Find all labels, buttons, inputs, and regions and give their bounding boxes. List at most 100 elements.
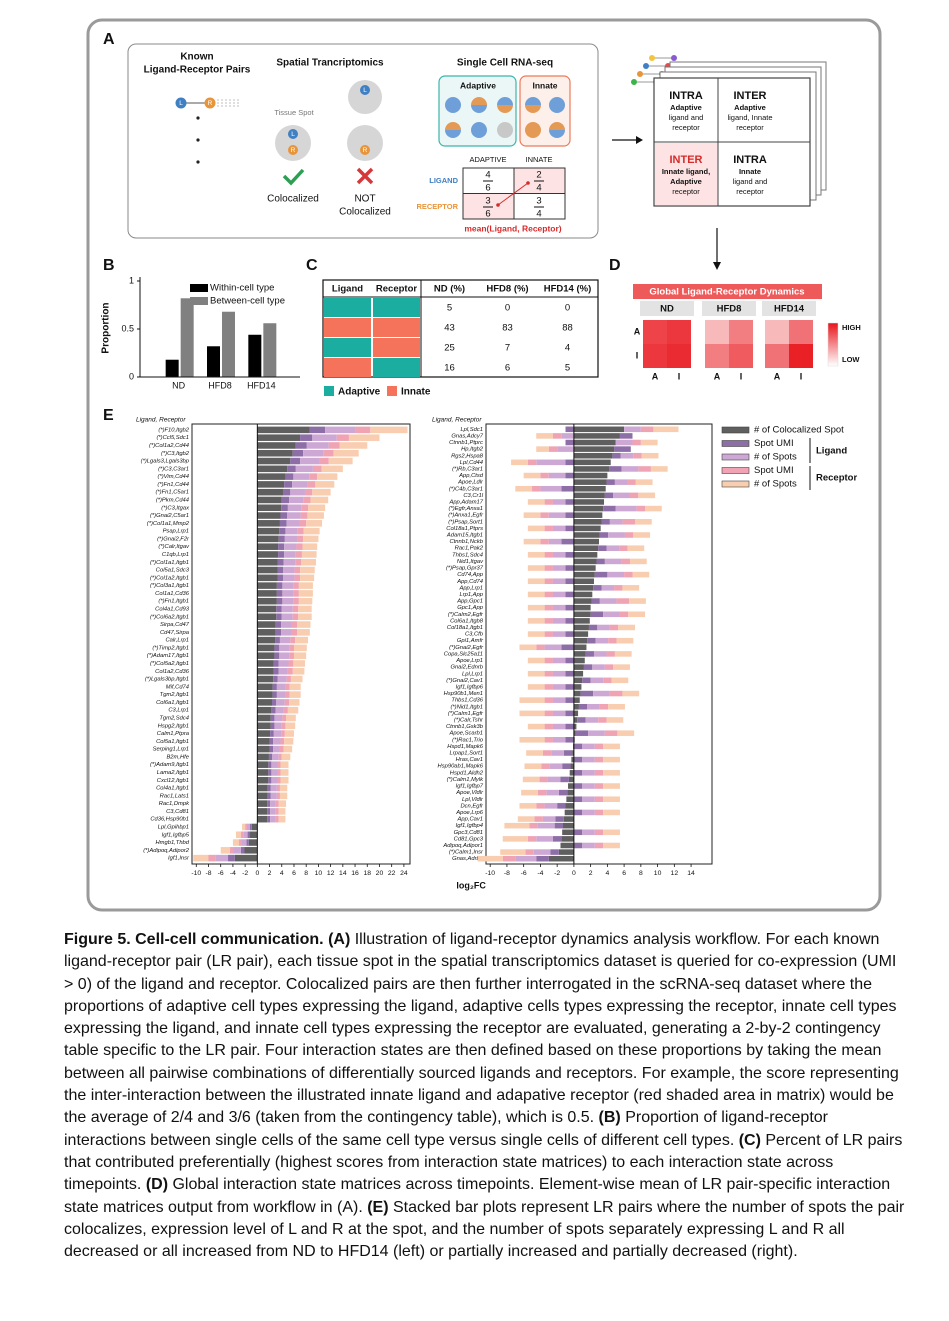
bar-segment: [257, 442, 296, 449]
bar-segment: [257, 761, 269, 768]
heatmap-col-label: I: [678, 371, 681, 381]
bar-segment: [294, 566, 301, 574]
bar-segment: [603, 743, 620, 750]
bar-segment: [257, 722, 271, 730]
bar-segment: [281, 722, 286, 730]
caption-text: Percent of LR pairs that contributed pre…: [64, 1131, 903, 1194]
heatmap-cell: [643, 344, 667, 368]
bar-segment: [268, 776, 272, 784]
bar-segment: [569, 770, 574, 776]
bar-segment: [276, 605, 282, 613]
bar-segment: [594, 842, 604, 849]
state-line: Adaptive: [670, 177, 702, 186]
heatmap-cell: [789, 344, 813, 368]
bar-segment: [573, 472, 608, 479]
bar-segment: [270, 815, 276, 823]
bar-segment: [544, 604, 553, 611]
bar-segment: [257, 535, 279, 543]
bar-segment: [603, 809, 620, 816]
bar-segment: [234, 854, 258, 862]
contingency-col-header: INNATE: [526, 155, 553, 164]
row-label: Mif,Cd74: [166, 684, 189, 690]
state-line: Innate: [739, 167, 761, 176]
row-label: Cxcl12,Itgb1: [157, 778, 189, 784]
bar-segment: [504, 822, 530, 829]
bar-segment: [307, 512, 324, 519]
bar-segment: [315, 481, 335, 488]
receptor-cell: [373, 358, 420, 377]
bar-segment: [289, 652, 294, 659]
bar-segment: [573, 651, 586, 657]
bar-segment: [280, 776, 289, 784]
bar-segment: [595, 637, 609, 644]
bar-segment: [542, 750, 552, 756]
bar-segment: [636, 505, 646, 512]
row-label: (*)Gnai2,Egfr: [449, 645, 484, 651]
bar-segment: [245, 823, 247, 831]
bar-segment: [632, 439, 641, 446]
bar-segment: [282, 590, 294, 597]
tissue-spot: [348, 80, 382, 114]
bar-segment: [565, 657, 574, 664]
bar-segment: [517, 816, 535, 822]
x-tick-label: 10: [654, 870, 662, 877]
bar-segment: [287, 667, 293, 675]
bar-segment: [622, 519, 635, 525]
bar-segment: [573, 723, 577, 730]
y-tick-label: 0: [129, 371, 134, 381]
row-label: Hmgb1,Thbd: [155, 840, 189, 846]
not-colocalized-label: NOT: [354, 194, 375, 205]
x-tick-label: -8: [504, 870, 510, 877]
bar-segment: [544, 657, 553, 664]
bar-segment: [573, 452, 613, 459]
bar-segment: [573, 485, 606, 492]
bar-segment: [603, 756, 620, 763]
bar-segment: [274, 722, 282, 730]
row-label: (*)Egfr,Anxa1: [449, 506, 483, 512]
bar-segment: [616, 637, 634, 644]
bar-segment: [627, 479, 636, 485]
bar-segment: [282, 582, 294, 589]
row-label: Col1a2,Cd36: [155, 669, 190, 675]
row-label: (*)Col1a2,Cd44: [149, 443, 189, 449]
x-tick-label: 8: [304, 870, 308, 877]
table-value: 0: [505, 303, 510, 314]
bar-segment: [548, 446, 558, 452]
bar-segment: [546, 789, 559, 796]
bar-segment: [267, 800, 271, 807]
row-label: (*)Fn1,Itgb1: [158, 599, 189, 605]
bar-segment: [552, 565, 566, 571]
bar-segment: [287, 465, 296, 473]
bar-segment: [573, 466, 610, 472]
bar-segment: [300, 434, 313, 441]
bar-segment: [275, 621, 282, 628]
bar-segment: [502, 836, 528, 842]
bar-segment: [281, 621, 292, 628]
bar-segment: [573, 446, 615, 452]
bar-segment: [285, 683, 290, 691]
bar-segment: [279, 745, 284, 753]
heatmap-cell: [729, 344, 753, 368]
bar-segment: [271, 776, 278, 784]
bar-segment: [544, 723, 553, 730]
bar-segment: [271, 769, 278, 776]
bar-segment: [293, 473, 310, 480]
table-value: 88: [562, 323, 573, 334]
row-label: Lpl,Lrp1: [462, 671, 483, 677]
heatmap-col-label: I: [740, 371, 743, 381]
bar-segment: [565, 552, 574, 558]
bar-segment: [568, 776, 574, 783]
bar-segment: [565, 472, 574, 479]
bar-segment: [292, 613, 299, 621]
row-label: (*)Vim,Cd44: [158, 474, 189, 480]
x-tick-label: 16: [351, 870, 359, 877]
bar-segment: [544, 644, 562, 651]
x-tick-label: 14: [687, 870, 695, 877]
bar-segment: [274, 644, 280, 652]
bar-segment: [629, 558, 647, 565]
heatmap-row-label: I: [636, 350, 639, 360]
bar-segment: [257, 675, 274, 683]
bar-segment: [336, 434, 349, 441]
bar-segment: [573, 703, 579, 710]
